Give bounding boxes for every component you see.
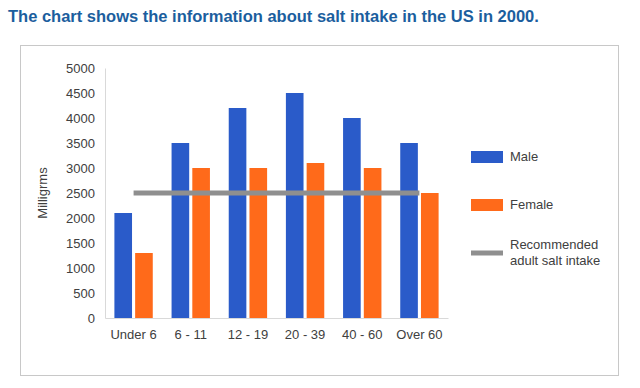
x-tick-label: 6 - 11 <box>175 327 207 342</box>
bar <box>400 143 418 318</box>
y-tick-label: 500 <box>73 286 95 301</box>
y-tick-label: 4000 <box>66 111 95 126</box>
y-tick: 500 <box>73 286 95 301</box>
bar <box>114 213 132 318</box>
chart-frame <box>21 46 619 376</box>
x-tick: 20 - 39 <box>285 327 325 342</box>
x-tick-label: Over 60 <box>396 327 442 342</box>
x-tick: 12 - 19 <box>228 327 268 342</box>
legend-item: Male <box>471 149 538 164</box>
legend: Male Female Recommendedadult salt intake <box>471 149 600 268</box>
legend-label: Male <box>510 149 538 164</box>
legend-swatch <box>471 199 503 211</box>
y-tick-label: 4500 <box>66 86 95 101</box>
bar <box>229 108 247 318</box>
line <box>134 191 420 196</box>
y-tick: 5000 <box>66 61 95 76</box>
y-tick-label: 1500 <box>66 236 95 251</box>
y-axis: 0 500 1000 1500 2000 2500 3000 3500 4000 4500 5000 <box>66 61 105 326</box>
plot-area <box>114 93 438 318</box>
legend-label: Recommendedadult salt intake <box>510 237 600 268</box>
chart: The chart shows the information about sa… <box>0 0 640 388</box>
bar <box>135 253 153 318</box>
y-tick: 4000 <box>66 111 95 126</box>
x-tick: Under 6 <box>110 327 156 342</box>
y-axis-line <box>105 69 106 319</box>
y-tick-label: 3500 <box>66 136 95 151</box>
y-tick: 1000 <box>66 261 95 276</box>
x-tick: 6 - 11 <box>175 327 207 342</box>
x-tick-label: 20 - 39 <box>285 327 325 342</box>
y-tick-label: 5000 <box>66 61 95 76</box>
x-tick-label: Under 6 <box>110 327 156 342</box>
y-tick: 4500 <box>66 86 95 101</box>
bar <box>421 193 439 318</box>
x-tick: Over 60 <box>396 327 442 342</box>
bar <box>343 118 361 318</box>
y-tick-label: 1000 <box>66 261 95 276</box>
bar <box>286 93 304 318</box>
bar-series <box>135 163 438 318</box>
x-axis-line <box>106 318 449 319</box>
legend-label: Female <box>510 197 553 212</box>
y-tick-label: 2500 <box>66 186 95 201</box>
y-tick: 3500 <box>66 136 95 151</box>
legend-item: Recommendedadult salt intake <box>471 237 600 268</box>
title: The chart shows the information about sa… <box>8 7 539 25</box>
x-tick: 40 - 60 <box>342 327 382 342</box>
legend-swatch <box>471 151 503 163</box>
y-tick: 3000 <box>66 161 95 176</box>
y-tick-label: 2000 <box>66 211 95 226</box>
y-tick: 0 <box>88 311 95 326</box>
bar <box>307 163 325 318</box>
y-tick-label: 0 <box>88 311 95 326</box>
x-tick-label: 12 - 19 <box>228 327 268 342</box>
legend-item: Female <box>471 197 553 212</box>
x-tick-label: 40 - 60 <box>342 327 382 342</box>
bar <box>172 143 190 318</box>
y-axis-title: Milligrms <box>35 167 50 219</box>
y-tick: 1500 <box>66 236 95 251</box>
y-tick: 2500 <box>66 186 95 201</box>
bar-series <box>114 93 417 318</box>
y-tick-label: 3000 <box>66 161 95 176</box>
legend-swatch <box>471 251 503 256</box>
y-tick: 2000 <box>66 211 95 226</box>
x-axis: Under 6 6 - 11 12 - 19 20 - 39 40 - 60 Over 6… <box>106 319 449 343</box>
